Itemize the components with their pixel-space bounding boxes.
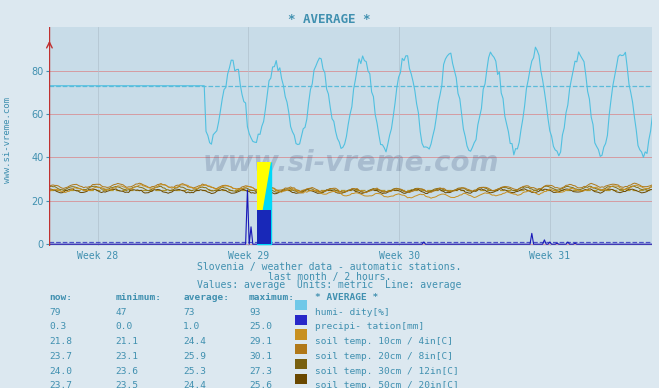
Text: 25.0: 25.0 <box>249 322 272 331</box>
Text: * AVERAGE *: * AVERAGE * <box>288 13 371 26</box>
Text: humi- dity[%]: humi- dity[%] <box>315 308 389 317</box>
Text: 23.7: 23.7 <box>49 381 72 388</box>
Text: 47: 47 <box>115 308 127 317</box>
Text: Week 31: Week 31 <box>529 251 571 261</box>
Text: 23.7: 23.7 <box>49 352 72 361</box>
Text: Slovenia / weather data - automatic stations.: Slovenia / weather data - automatic stat… <box>197 262 462 272</box>
Text: www.si-vreme.com: www.si-vreme.com <box>203 149 499 177</box>
Text: 23.1: 23.1 <box>115 352 138 361</box>
Text: 27.3: 27.3 <box>249 367 272 376</box>
Text: 21.8: 21.8 <box>49 337 72 346</box>
Text: 79: 79 <box>49 308 61 317</box>
Text: minimum:: minimum: <box>115 293 161 302</box>
Text: 23.5: 23.5 <box>115 381 138 388</box>
Text: 25.6: 25.6 <box>249 381 272 388</box>
Text: * AVERAGE *: * AVERAGE * <box>315 293 378 302</box>
Text: Week 28: Week 28 <box>77 251 118 261</box>
Text: average:: average: <box>183 293 229 302</box>
Bar <box>258 210 271 244</box>
Text: soil temp. 50cm / 20in[C]: soil temp. 50cm / 20in[C] <box>315 381 459 388</box>
Text: 73: 73 <box>183 308 194 317</box>
Text: maximum:: maximum: <box>249 293 295 302</box>
Polygon shape <box>258 162 271 244</box>
Text: precipi- tation[mm]: precipi- tation[mm] <box>315 322 424 331</box>
Text: soil temp. 10cm / 4in[C]: soil temp. 10cm / 4in[C] <box>315 337 453 346</box>
Text: soil temp. 30cm / 12in[C]: soil temp. 30cm / 12in[C] <box>315 367 459 376</box>
Text: 0.0: 0.0 <box>115 322 132 331</box>
Text: 1.0: 1.0 <box>183 322 200 331</box>
Text: last month / 2 hours.: last month / 2 hours. <box>268 272 391 282</box>
Text: 93: 93 <box>249 308 260 317</box>
Text: 0.3: 0.3 <box>49 322 67 331</box>
Text: 30.1: 30.1 <box>249 352 272 361</box>
Text: Values: average  Units: metric  Line: average: Values: average Units: metric Line: aver… <box>197 280 462 290</box>
Text: 23.6: 23.6 <box>115 367 138 376</box>
Text: 21.1: 21.1 <box>115 337 138 346</box>
Text: 24.4: 24.4 <box>183 381 206 388</box>
Text: 24.0: 24.0 <box>49 367 72 376</box>
Bar <box>258 162 271 244</box>
Text: soil temp. 20cm / 8in[C]: soil temp. 20cm / 8in[C] <box>315 352 453 361</box>
Text: now:: now: <box>49 293 72 302</box>
Text: 25.3: 25.3 <box>183 367 206 376</box>
Text: www.si-vreme.com: www.si-vreme.com <box>3 97 13 183</box>
Text: 25.9: 25.9 <box>183 352 206 361</box>
Text: Week 30: Week 30 <box>378 251 420 261</box>
Text: 24.4: 24.4 <box>183 337 206 346</box>
Text: 29.1: 29.1 <box>249 337 272 346</box>
Text: Week 29: Week 29 <box>228 251 269 261</box>
